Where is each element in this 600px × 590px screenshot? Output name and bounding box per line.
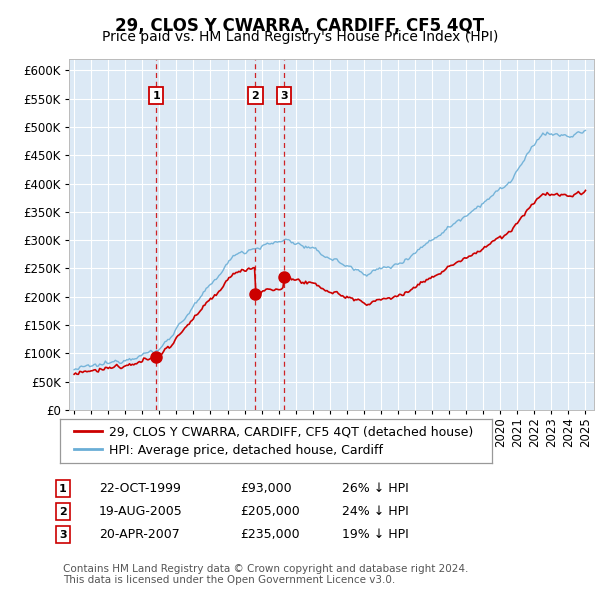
- Text: 3: 3: [280, 91, 287, 101]
- Text: 24% ↓ HPI: 24% ↓ HPI: [342, 505, 409, 518]
- Text: £205,000: £205,000: [240, 505, 300, 518]
- Text: 3: 3: [59, 530, 67, 539]
- Text: 29, CLOS Y CWARRA, CARDIFF, CF5 4QT: 29, CLOS Y CWARRA, CARDIFF, CF5 4QT: [115, 17, 485, 35]
- Text: 19% ↓ HPI: 19% ↓ HPI: [342, 528, 409, 541]
- Text: 20-APR-2007: 20-APR-2007: [99, 528, 180, 541]
- Text: 26% ↓ HPI: 26% ↓ HPI: [342, 482, 409, 495]
- Text: Contains HM Land Registry data © Crown copyright and database right 2024.
This d: Contains HM Land Registry data © Crown c…: [63, 563, 469, 585]
- Legend: 29, CLOS Y CWARRA, CARDIFF, CF5 4QT (detached house), HPI: Average price, detach: 29, CLOS Y CWARRA, CARDIFF, CF5 4QT (det…: [71, 422, 478, 460]
- Text: £235,000: £235,000: [240, 528, 299, 541]
- Text: 19-AUG-2005: 19-AUG-2005: [99, 505, 183, 518]
- Text: £93,000: £93,000: [240, 482, 292, 495]
- Text: 1: 1: [59, 484, 67, 493]
- Text: 2: 2: [251, 91, 259, 101]
- Text: Price paid vs. HM Land Registry's House Price Index (HPI): Price paid vs. HM Land Registry's House …: [102, 30, 498, 44]
- Text: 22-OCT-1999: 22-OCT-1999: [99, 482, 181, 495]
- Text: 2: 2: [59, 507, 67, 516]
- Text: 1: 1: [152, 91, 160, 101]
